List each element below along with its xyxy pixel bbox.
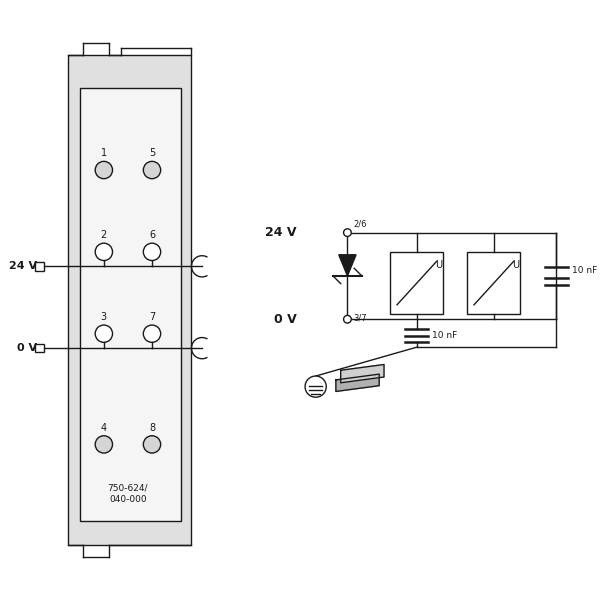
Circle shape — [95, 243, 113, 260]
FancyBboxPatch shape — [68, 55, 191, 545]
Circle shape — [344, 229, 351, 236]
Circle shape — [95, 325, 113, 343]
Text: 2: 2 — [101, 230, 107, 241]
Circle shape — [143, 243, 161, 260]
Polygon shape — [339, 255, 356, 276]
Text: 1: 1 — [101, 148, 107, 158]
FancyBboxPatch shape — [390, 252, 443, 314]
Text: 750-624/: 750-624/ — [107, 483, 148, 492]
Text: 2/6: 2/6 — [353, 220, 367, 229]
Circle shape — [95, 436, 113, 453]
Text: 0 V: 0 V — [274, 313, 296, 326]
Circle shape — [95, 161, 113, 179]
Circle shape — [344, 316, 351, 323]
Text: 24 V: 24 V — [10, 262, 37, 271]
Polygon shape — [341, 365, 384, 383]
Circle shape — [305, 376, 326, 397]
Text: 8: 8 — [149, 423, 155, 433]
Text: 040-000: 040-000 — [109, 495, 147, 504]
Text: U: U — [436, 260, 443, 269]
Polygon shape — [336, 374, 379, 391]
FancyBboxPatch shape — [467, 252, 520, 314]
Text: 0 V: 0 V — [17, 343, 37, 353]
Text: 24 V: 24 V — [265, 226, 296, 239]
Text: 10 nF: 10 nF — [572, 266, 597, 275]
Text: 6: 6 — [149, 230, 155, 241]
Text: U: U — [512, 260, 520, 269]
Text: 5: 5 — [149, 148, 155, 158]
Circle shape — [143, 436, 161, 453]
Circle shape — [143, 325, 161, 343]
Circle shape — [143, 161, 161, 179]
FancyBboxPatch shape — [35, 344, 44, 352]
FancyBboxPatch shape — [80, 88, 181, 521]
Text: 7: 7 — [149, 312, 155, 322]
FancyBboxPatch shape — [35, 262, 44, 271]
Text: 10 nF: 10 nF — [432, 331, 457, 340]
Text: 4: 4 — [101, 423, 107, 433]
Text: 3: 3 — [101, 312, 107, 322]
Text: 3/7: 3/7 — [353, 313, 367, 322]
